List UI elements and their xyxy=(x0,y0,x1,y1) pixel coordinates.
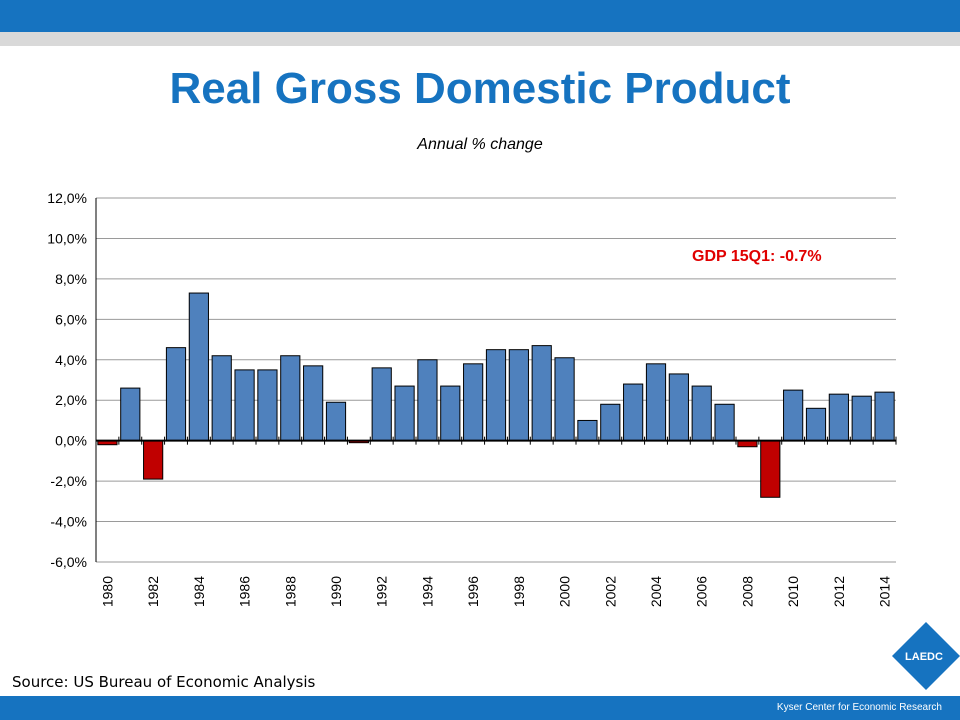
bar-1988 xyxy=(280,355,301,442)
bar-1994 xyxy=(417,359,438,442)
x-tick-label: 1994 xyxy=(419,576,435,607)
y-tick-label: 2,0% xyxy=(55,392,87,408)
x-tick-label: 2006 xyxy=(694,576,710,607)
bar-2000 xyxy=(554,357,575,442)
x-tick-label: 2000 xyxy=(557,576,573,607)
bar-2007 xyxy=(714,403,735,442)
x-tick-label: 2014 xyxy=(877,576,893,607)
bar-1985 xyxy=(211,355,232,442)
x-tick-label: 1998 xyxy=(511,576,527,607)
bar-1983 xyxy=(165,347,187,442)
bar-1986 xyxy=(234,369,255,442)
bar-2003 xyxy=(623,383,644,442)
bar-1987 xyxy=(257,369,278,442)
bar-1996 xyxy=(463,363,484,442)
x-tick-label: 2002 xyxy=(602,576,618,607)
bar-2004 xyxy=(645,363,667,442)
bar-1998 xyxy=(508,349,529,442)
top-banner-bar xyxy=(0,0,960,32)
bars xyxy=(97,292,895,498)
gdp-annotation: GDP 15Q1: -0.7% xyxy=(692,248,822,265)
logo-diamond-icon xyxy=(892,622,960,690)
bar-1993 xyxy=(394,385,415,442)
bar-2006 xyxy=(691,385,712,442)
x-tick-label: 1988 xyxy=(282,576,298,607)
source-note: Source: US Bureau of Economic Analysis xyxy=(12,673,316,691)
bar-2005 xyxy=(668,373,689,442)
x-tick-label: 1996 xyxy=(465,576,481,607)
x-tick-label: 2008 xyxy=(739,576,755,607)
y-tick-label: 0,0% xyxy=(55,433,87,449)
y-tick-label: 10,0% xyxy=(47,230,87,246)
slide-title: Real Gross Domestic Product xyxy=(169,64,791,113)
x-tick-label: 1992 xyxy=(374,576,390,607)
bar-2014 xyxy=(874,391,895,442)
bar-1989 xyxy=(303,365,324,442)
bar-1981 xyxy=(120,387,141,442)
bar-2002 xyxy=(600,403,621,442)
bar-1992 xyxy=(371,367,392,442)
laedc-logo: LAEDC xyxy=(892,622,960,690)
bar-1984 xyxy=(188,292,209,442)
x-tick-label: 1990 xyxy=(328,576,344,607)
x-tick-label: 2012 xyxy=(831,576,847,607)
footer-text: Kyser Center for Economic Research xyxy=(776,702,942,713)
y-tick-label: -2,0% xyxy=(50,473,87,489)
y-tick-label: 6,0% xyxy=(55,311,87,327)
x-tick-label: 2010 xyxy=(785,576,801,607)
bar-1982 xyxy=(143,440,164,480)
x-tick-label: 1982 xyxy=(145,576,161,607)
chart-subtitle: Annual % change xyxy=(417,136,543,153)
x-tick-label: 2004 xyxy=(648,576,664,607)
gdp-bar-chart: -6,0% -4,0% -2,0% 0,0% 2,0% 4,0% 6,0% 8,0% 10,0%… xyxy=(47,190,897,607)
y-tick-label: 8,0% xyxy=(55,271,87,287)
bottom-banner-bar xyxy=(0,696,960,720)
bar-2001 xyxy=(577,419,598,442)
bar-1990 xyxy=(325,401,347,442)
x-tick-label: 1986 xyxy=(237,576,253,607)
bar-1999 xyxy=(531,345,552,442)
bar-1997 xyxy=(485,349,507,442)
y-tick-label: -6,0% xyxy=(50,554,87,570)
bar-2012 xyxy=(828,393,849,442)
x-tick-label: 1984 xyxy=(191,576,207,607)
y-tick-label: 12,0% xyxy=(47,190,87,206)
x-tick-labels: 1980 1982 1984 1986 1988 1990 1992 1994 1996 1998… xyxy=(99,576,892,607)
bar-1995 xyxy=(440,385,461,442)
x-tick-label: 1980 xyxy=(99,576,115,607)
bar-2010 xyxy=(783,389,804,442)
y-tick-label: -4,0% xyxy=(50,514,87,530)
axes xyxy=(95,198,897,562)
bar-2009 xyxy=(760,440,781,498)
bar-2013 xyxy=(851,395,872,442)
bar-2011 xyxy=(805,407,827,442)
logo-text: LAEDC xyxy=(905,651,943,663)
y-tick-label: 4,0% xyxy=(55,352,87,368)
y-tick-labels: -6,0% -4,0% -2,0% 0,0% 2,0% 4,0% 6,0% 8,0% 10,0%… xyxy=(47,190,87,570)
top-gray-stripe xyxy=(0,32,960,46)
